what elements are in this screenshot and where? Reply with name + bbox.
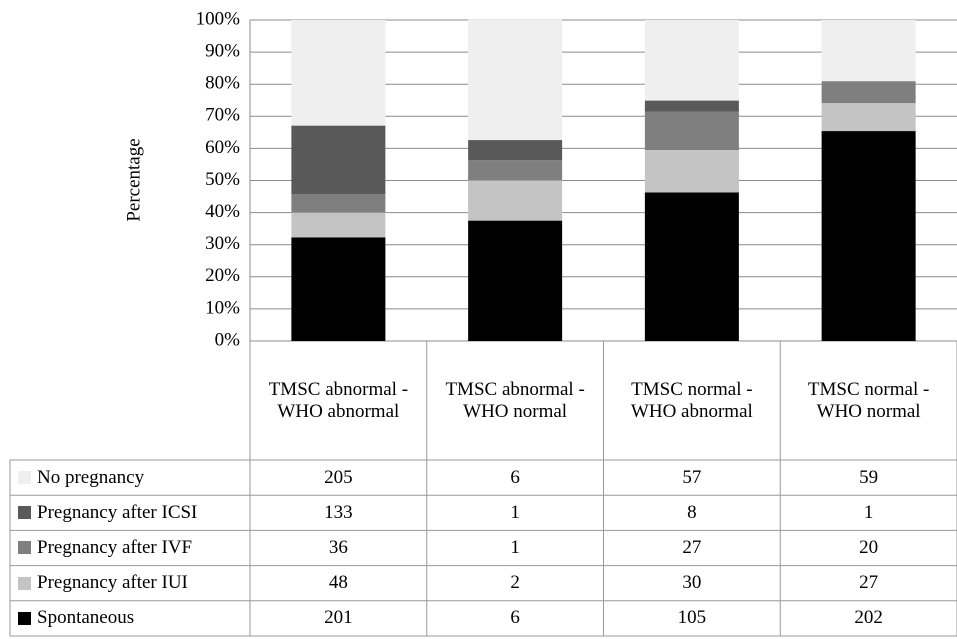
- bar-segment: [644, 100, 739, 112]
- legend-entry: Pregnancy after IUI: [10, 566, 250, 601]
- bar-segment: [821, 81, 916, 83]
- legend-entry: Pregnancy after IVF: [10, 530, 250, 565]
- y-tick-label: 40%: [205, 201, 240, 222]
- y-tick-label: 90%: [205, 40, 240, 61]
- legend-swatch: [18, 611, 31, 625]
- y-tick-label: 100%: [196, 8, 241, 29]
- legend-swatch: [18, 506, 31, 520]
- legend-swatch: [18, 471, 31, 485]
- table-cell: 6: [510, 466, 520, 488]
- table-cell: 36: [328, 536, 348, 558]
- bar-segment: [468, 140, 563, 161]
- bar-segment: [644, 111, 739, 151]
- bar-segment: [821, 20, 916, 82]
- table-cell: 20: [859, 536, 879, 558]
- table-cell: 1: [863, 501, 874, 523]
- table-cell: 1: [510, 536, 520, 558]
- category-label: TMSC normal - WHO normal: [807, 378, 930, 422]
- table-cell: 1: [510, 501, 520, 523]
- table-cell: 2: [510, 572, 520, 594]
- legend-label: Spontaneous: [37, 607, 135, 629]
- category-label: TMSC normal - WHO abnormal: [630, 378, 753, 422]
- y-tick-label: 20%: [205, 265, 240, 286]
- legend-label: Pregnancy after ICSI: [37, 501, 198, 523]
- category-label: TMSC abnormal - WHO normal: [445, 378, 585, 422]
- bar-segment: [291, 212, 386, 238]
- table-cell: 202: [854, 607, 883, 629]
- table-cell: 201: [324, 607, 353, 629]
- legend-label: No pregnancy: [37, 466, 145, 488]
- table-cell: 6: [510, 607, 520, 629]
- bar-segment: [291, 193, 386, 213]
- bar-segment: [291, 125, 386, 194]
- bar-segment: [821, 131, 916, 341]
- y-tick-label: 0%: [215, 329, 241, 350]
- table-cell: 27: [682, 536, 702, 558]
- bar-segment: [644, 192, 739, 341]
- bar-segment: [468, 160, 563, 181]
- table-cell: 205: [324, 466, 353, 488]
- bar-segment: [468, 180, 563, 221]
- legend-swatch: [18, 576, 31, 590]
- bar-segment: [644, 150, 739, 193]
- y-tick-label: 50%: [205, 169, 240, 190]
- y-tick-label: 30%: [205, 233, 240, 254]
- bar-segment: [291, 237, 386, 341]
- y-tick-label: 60%: [205, 137, 240, 158]
- legend-label: Pregnancy after IUI: [37, 572, 188, 594]
- table-cell: 57: [682, 466, 702, 488]
- table-cell: 8: [687, 501, 697, 523]
- y-axis-label: Percentage: [123, 138, 144, 221]
- table-cell: 30: [682, 572, 702, 594]
- table-cell: 133: [324, 501, 353, 523]
- legend-entry: No pregnancy: [10, 460, 250, 495]
- table-cell: 59: [859, 466, 879, 488]
- y-tick-label: 70%: [205, 105, 240, 126]
- bar-segment: [821, 103, 916, 132]
- bar-segment: [821, 82, 916, 104]
- y-tick-label: 10%: [205, 297, 240, 318]
- legend-swatch: [18, 541, 31, 555]
- legend-entry: Spontaneous: [10, 601, 250, 636]
- bar-segment: [644, 20, 739, 101]
- bar-segment: [468, 220, 563, 341]
- bar-segment: [468, 19, 563, 141]
- table-cell: 105: [677, 607, 707, 629]
- legend-entry: Pregnancy after ICSI: [10, 495, 250, 530]
- bar-segment: [291, 20, 386, 126]
- table-cell: 48: [328, 572, 348, 594]
- y-tick-label: 80%: [205, 73, 240, 94]
- legend-label: Pregnancy after IVF: [37, 536, 193, 558]
- category-label: TMSC abnormal - WHO abnormal: [268, 378, 409, 422]
- table-cell: 27: [859, 572, 879, 594]
